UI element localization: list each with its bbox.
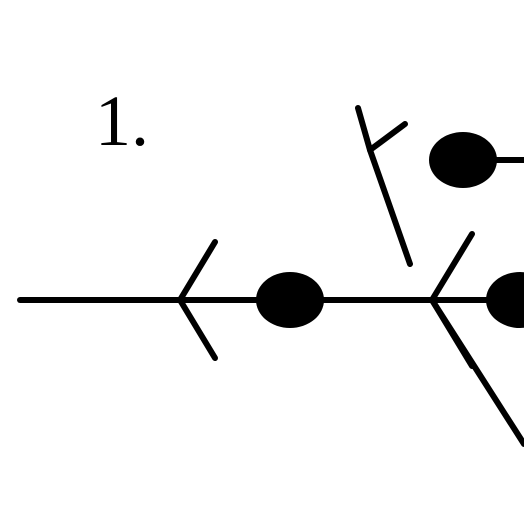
diagram-node xyxy=(429,132,497,188)
diagram-edge xyxy=(180,242,215,300)
diagram-edge xyxy=(370,150,410,264)
diagram-node xyxy=(256,272,324,328)
tree-diagram xyxy=(0,0,524,524)
diagram-edge xyxy=(370,124,405,150)
diagram-node xyxy=(486,272,524,328)
diagram-edge xyxy=(432,234,472,300)
diagram-edge xyxy=(358,108,370,150)
diagram-edge xyxy=(180,300,215,358)
